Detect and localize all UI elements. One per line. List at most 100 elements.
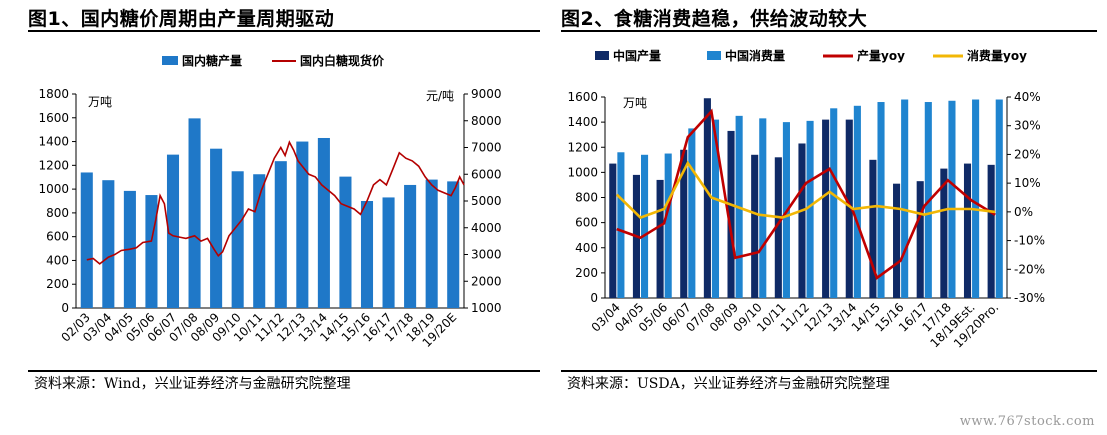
bar-cn-consumption xyxy=(972,99,980,298)
source-note-1: 资料来源：Wind，兴业证券经济与金融研究院整理 xyxy=(34,376,351,392)
source-rule-2 xyxy=(561,370,1097,372)
y-unit-left: 万吨 xyxy=(88,95,112,109)
y-tick-label-right: 30% xyxy=(1014,119,1041,133)
y-tick-label-right: 4000 xyxy=(471,221,502,235)
chart-panel-1: 图1、国内糖价周期由产量周期驱动 国内糖产量 国内白糖现货价 0 200 400 600 8… xyxy=(28,0,540,400)
y-tick-label-right: 1000 xyxy=(471,301,502,315)
bar-production xyxy=(382,197,395,308)
y-tick-label-left: 1800 xyxy=(38,87,69,101)
y-unit-left: 万吨 xyxy=(623,96,647,110)
y-tick-label-right: -30% xyxy=(1014,291,1045,305)
bar-production xyxy=(166,154,180,308)
y-tick-label-right: 6000 xyxy=(471,167,502,181)
bar-cn-consumption xyxy=(995,99,1003,298)
y-tick-label-left: 1000 xyxy=(567,165,598,179)
bar-cn-consumption xyxy=(901,99,909,298)
bar-cn-production xyxy=(703,98,711,298)
bar-production xyxy=(360,201,374,308)
bar-production xyxy=(231,171,244,308)
chart-title-1: 图1、国内糖价周期由产量周期驱动 xyxy=(28,8,335,30)
bar-cn-consumption xyxy=(688,128,696,298)
chart-2-svg: 中国产量 中国消费量 产量yoy 消费量yoy 0 200 400 600 800 1000 120… xyxy=(567,48,1045,351)
y-tick-label-left: 800 xyxy=(46,206,69,220)
y-tick-label-left: 600 xyxy=(46,230,69,244)
y-tick-label-right: 10% xyxy=(1014,176,1041,190)
bar-cn-consumption xyxy=(830,108,838,299)
watermark: www.767stock.com xyxy=(959,414,1095,429)
y-tick-label-left: 400 xyxy=(46,253,69,267)
legend-label-consumption-yoy: 消费量yoy xyxy=(967,48,1027,63)
bar-production xyxy=(447,181,460,308)
y-tick-label-left: 800 xyxy=(575,191,598,205)
line-production-yoy xyxy=(616,108,996,280)
y-tick-label-left: 1400 xyxy=(38,135,69,149)
bar-production xyxy=(296,141,309,308)
y-tick-label-left: 0 xyxy=(61,301,69,315)
title-rule-1 xyxy=(28,30,540,32)
y-tick-label-right: 40% xyxy=(1014,90,1041,104)
y-unit-right: 元/吨 xyxy=(426,89,454,103)
y-tick-label-left: 1000 xyxy=(38,182,69,196)
y-tick-label-right: 2000 xyxy=(471,274,502,288)
bar-production xyxy=(102,180,115,308)
bar-cn-consumption xyxy=(664,153,672,298)
bar-cn-consumption xyxy=(617,152,625,298)
bar-cn-production xyxy=(656,179,664,298)
bar-cn-production xyxy=(963,163,972,298)
bar-production xyxy=(188,118,201,308)
chart-panel-2: 图2、食糖消费趋稳，供给波动较大 中国产量 中国消费量 产量yoy 消费量yoy 0 20… xyxy=(561,0,1097,400)
bar-cn-consumption xyxy=(853,105,861,298)
bar-cn-consumption xyxy=(711,119,720,298)
y-tick-label-left: 400 xyxy=(575,241,598,255)
bar-cn-production xyxy=(916,181,924,298)
bar-production xyxy=(274,161,287,308)
chart-1-svg: 国内糖产量 国内白糖现货价 0 200 400 600 800 1000 1200 1400 160… xyxy=(38,53,502,350)
bar-cn-production xyxy=(609,163,617,298)
y-tick-label-right: 7000 xyxy=(471,141,502,155)
bar-production xyxy=(404,184,417,308)
bar-cn-consumption xyxy=(877,102,885,299)
legend-swatch-production xyxy=(162,56,178,65)
bar-cn-production xyxy=(869,159,877,298)
y-tick-label-left: 200 xyxy=(46,277,69,291)
chart-title-2: 图2、食糖消费趋稳，供给波动较大 xyxy=(561,8,868,30)
bar-cn-production xyxy=(680,149,688,298)
title-rule-2 xyxy=(561,30,1097,32)
bar-cn-consumption xyxy=(806,120,814,299)
bar-cn-production xyxy=(822,119,830,298)
bar-cn-production xyxy=(940,168,948,298)
bar-cn-production xyxy=(727,130,735,298)
y-tick-label-right: 20% xyxy=(1014,147,1041,161)
bar-production xyxy=(317,137,330,308)
y-tick-label-right: 3000 xyxy=(471,248,502,262)
line-price xyxy=(86,140,465,265)
y-tick-label-right: -20% xyxy=(1014,262,1045,276)
bar-cn-production xyxy=(774,157,782,298)
y-tick-label-left: 600 xyxy=(575,216,598,230)
legend-swatch-cn-production xyxy=(595,51,609,60)
bar-cn-consumption xyxy=(640,154,649,298)
bar-cn-production xyxy=(845,119,853,298)
bar-cn-production xyxy=(798,143,806,298)
y-tick-label-right: 0% xyxy=(1014,205,1033,219)
bar-production xyxy=(339,176,352,308)
y-tick-label-left: 0 xyxy=(590,291,598,305)
y-tick-label-right: 9000 xyxy=(471,87,502,101)
y-tick-label-left: 1200 xyxy=(38,158,69,172)
line-consumption-yoy xyxy=(615,160,996,220)
bar-production xyxy=(210,148,223,308)
bar-production xyxy=(425,179,438,308)
bar-cn-production xyxy=(751,154,759,298)
y-tick-label-left: 200 xyxy=(575,266,598,280)
legend-label-price: 国内白糖现货价 xyxy=(300,53,385,68)
y-tick-label-left: 1600 xyxy=(567,90,598,104)
bar-cn-production xyxy=(987,164,995,298)
y-tick-label-left: 1200 xyxy=(567,140,598,154)
bar-production xyxy=(145,195,158,308)
legend-label-production-yoy: 产量yoy xyxy=(857,48,905,63)
legend-label-production: 国内糖产量 xyxy=(182,53,242,68)
legend-label-cn-production: 中国产量 xyxy=(613,48,661,63)
legend-swatch-cn-consumption xyxy=(707,51,721,60)
bar-cn-consumption xyxy=(759,118,767,298)
y-tick-label-right: -10% xyxy=(1014,234,1045,248)
